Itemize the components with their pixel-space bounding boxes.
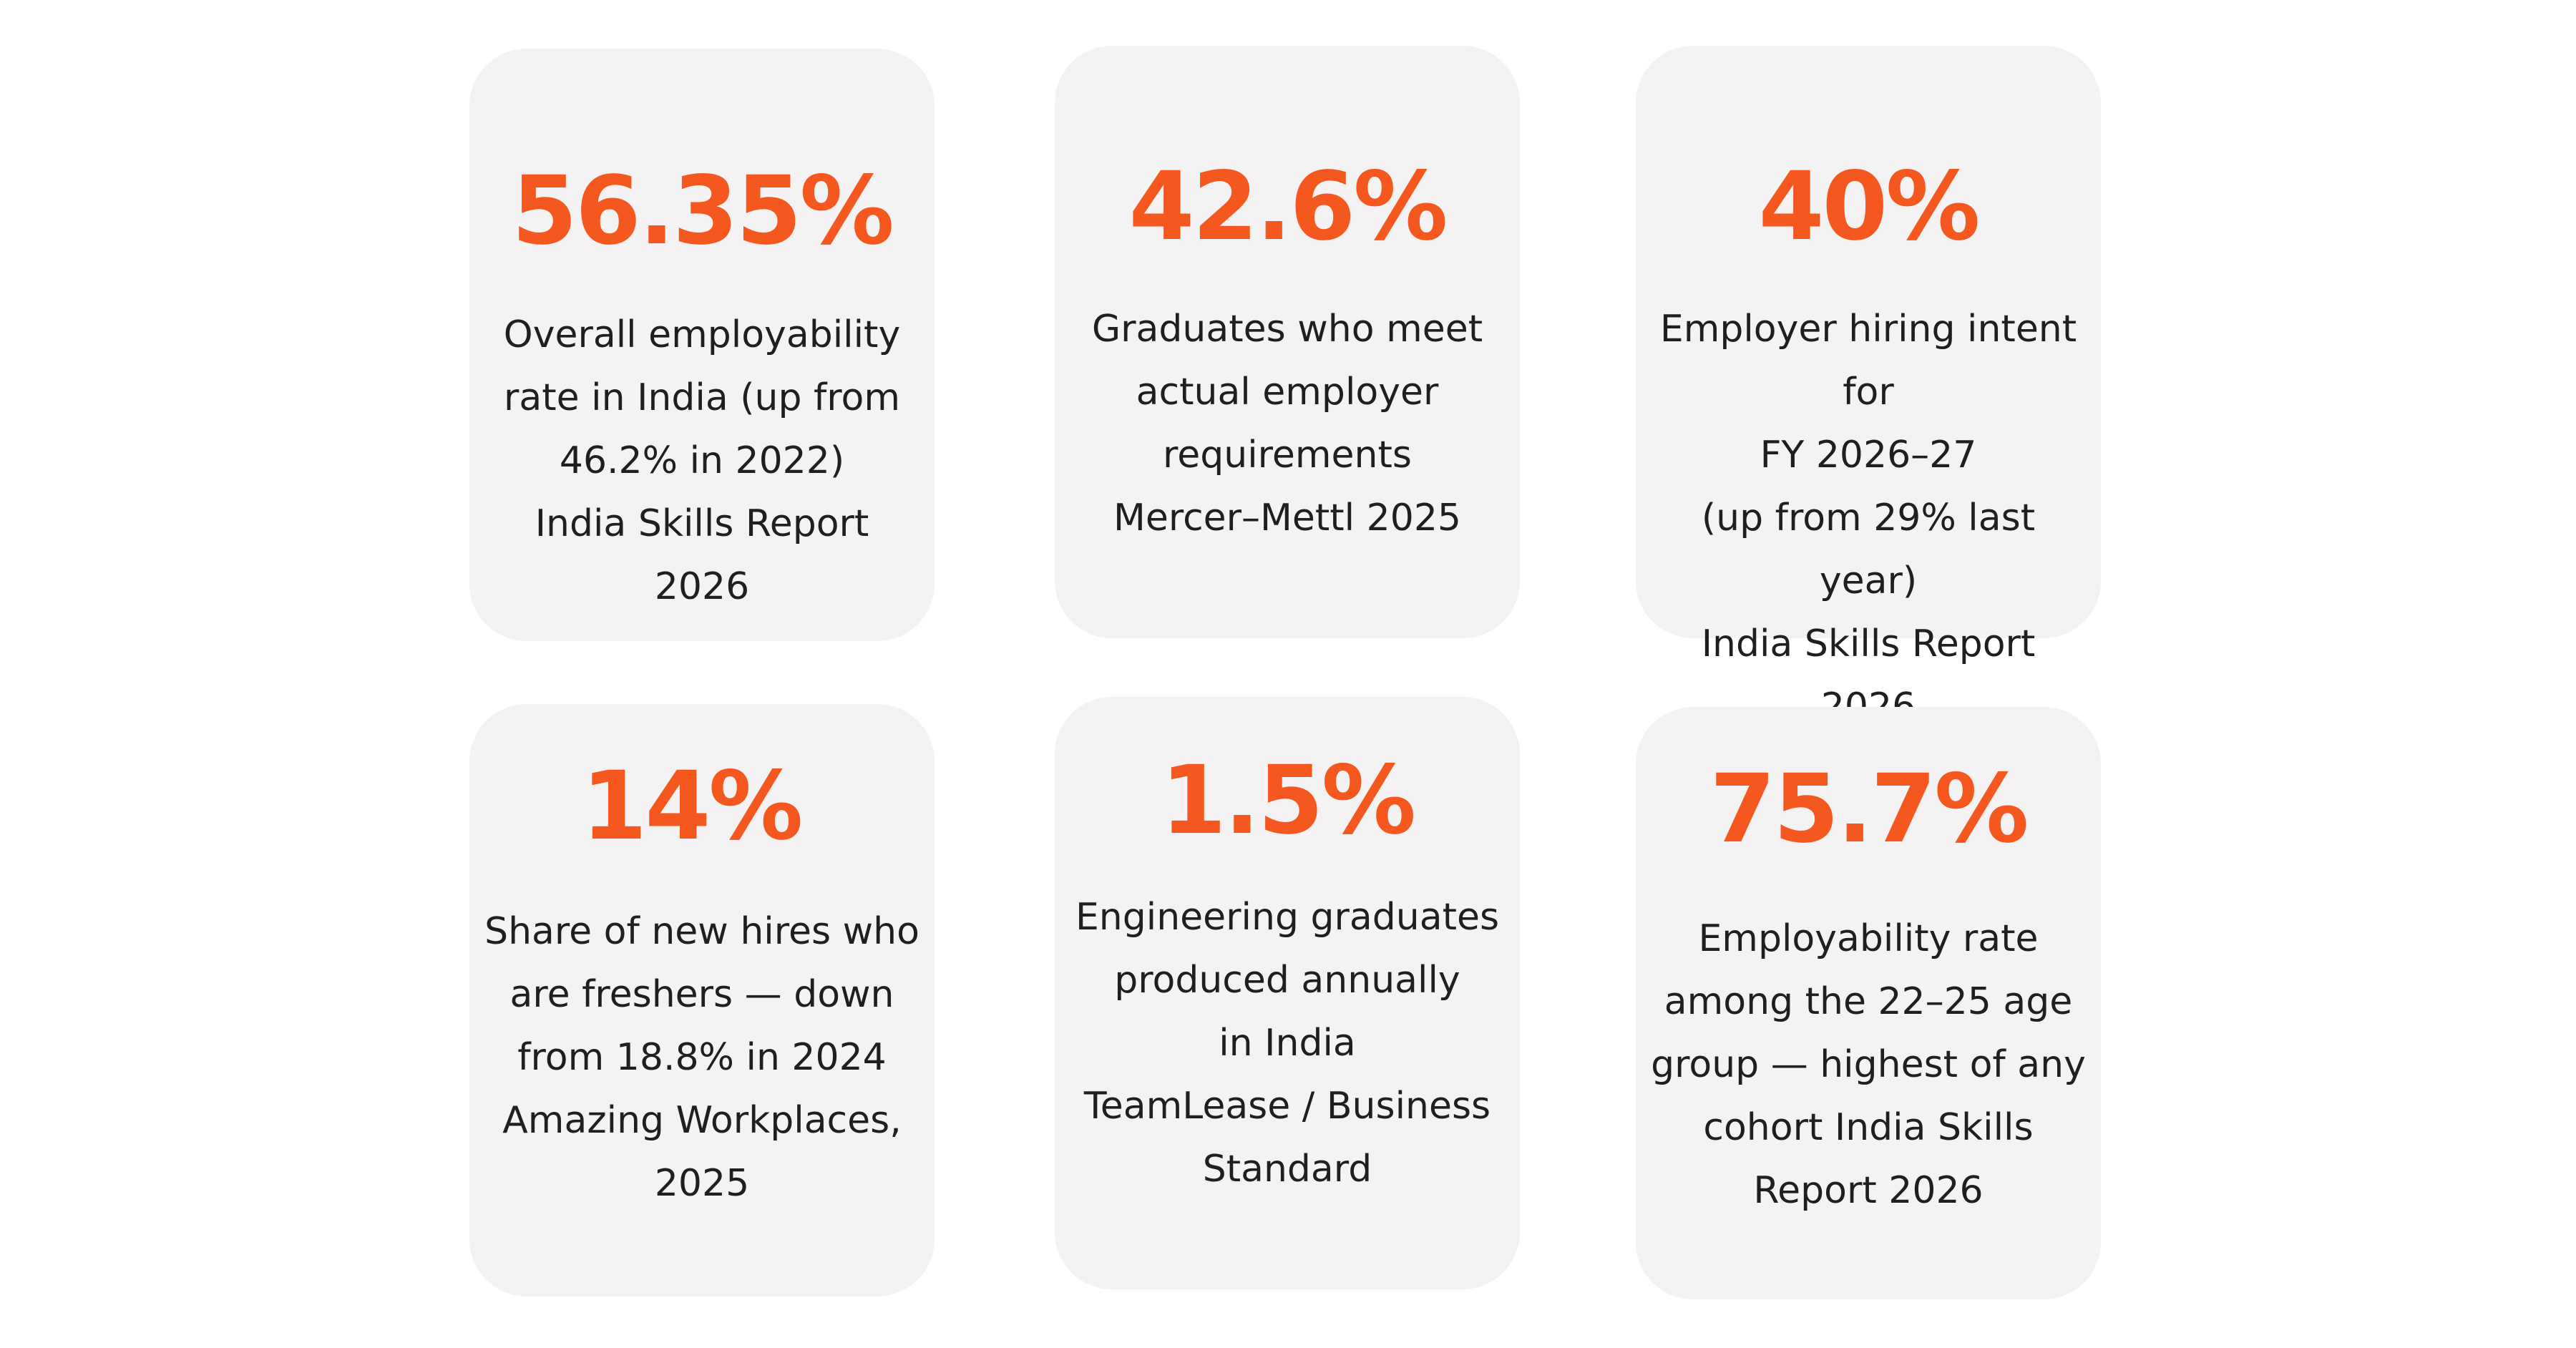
stat-description: Employability rate among the 22–25 age g… (1651, 917, 2086, 1212)
stat-description: Engineering graduates produced annually … (1075, 896, 1500, 1191)
stat-value: 40% (1758, 152, 1981, 262)
stat-card-employability: 56.35% Overall employability rate in Ind… (469, 49, 935, 641)
stat-card-engineering-graduates: 1.5% Engineering graduates produced annu… (1055, 697, 1520, 1289)
stat-value: 75.7% (1709, 754, 2029, 864)
stat-description: Overall employability rate in India (up … (503, 313, 901, 608)
stat-description: Graduates who meet actual employer requi… (1091, 308, 1483, 539)
stat-card-hiring-intent: 40% Employer hiring intent for FY 2026–2… (1636, 46, 2101, 728)
stat-description: Employer hiring intent for FY 2026–27 (u… (1659, 308, 2077, 728)
stat-value: 1.5% (1160, 746, 1416, 856)
stat-card-age-group-employability: 75.7% Employability rate among the 22–25… (1636, 707, 2101, 1299)
stat-value: 56.35% (512, 156, 894, 266)
stat-card-graduates-meeting-requirements: 42.6% Graduates who meet actual employer… (1055, 46, 1520, 638)
stat-description: Share of new hires who are freshers — do… (484, 910, 919, 1205)
stat-value: 42.6% (1128, 152, 1448, 262)
stat-value: 14% (581, 751, 804, 861)
stat-card-fresher-hires: 14% Share of new hires who are freshers … (469, 704, 935, 1296)
